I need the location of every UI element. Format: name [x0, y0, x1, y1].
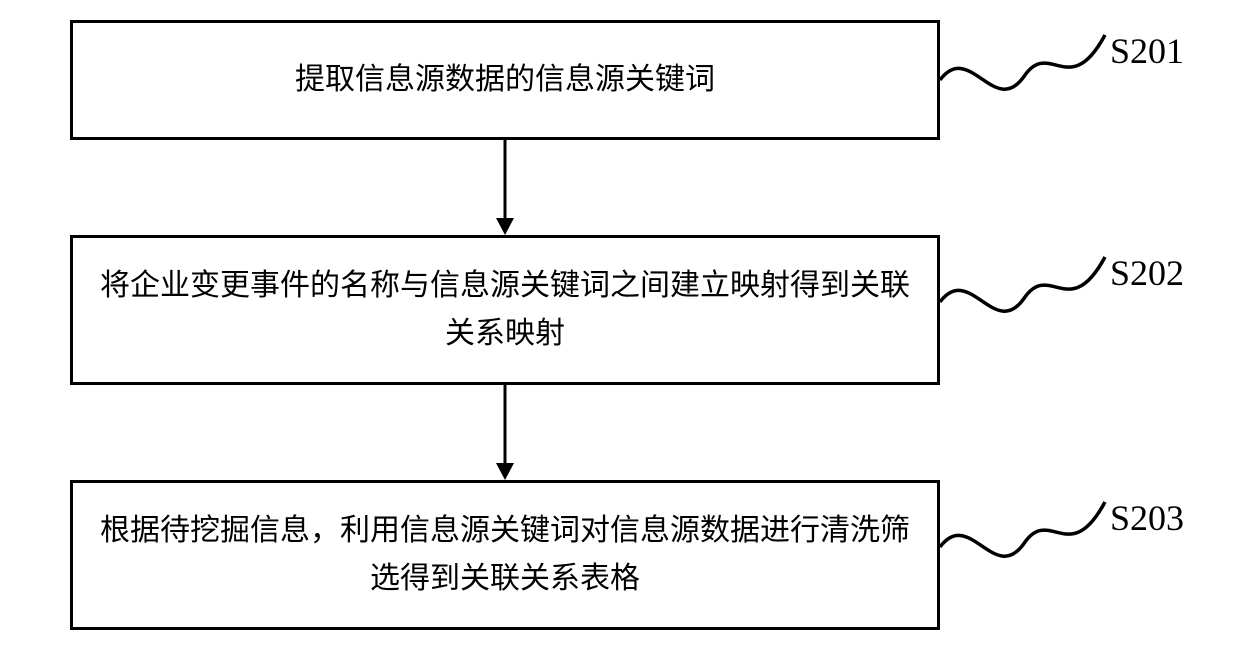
arrow-s202-s203: [490, 385, 520, 480]
flow-step-s202: 将企业变更事件的名称与信息源关键词之间建立映射得到关联关系映射: [70, 235, 940, 385]
squiggle-s203: [940, 497, 1110, 577]
step-label-s201: S201: [1110, 30, 1184, 72]
squiggle-s202: [940, 252, 1110, 332]
flow-step-s201: 提取信息源数据的信息源关键词: [70, 20, 940, 140]
step-label-s203: S203: [1110, 497, 1184, 539]
flow-step-text: 将企业变更事件的名称与信息源关键词之间建立映射得到关联关系映射: [93, 262, 917, 358]
flow-step-text: 根据待挖掘信息，利用信息源关键词对信息源数据进行清洗筛选得到关联关系表格: [93, 507, 917, 603]
squiggle-s201: [940, 30, 1110, 110]
step-label-s202: S202: [1110, 252, 1184, 294]
arrow-s201-s202: [490, 140, 520, 235]
flow-step-s203: 根据待挖掘信息，利用信息源关键词对信息源数据进行清洗筛选得到关联关系表格: [70, 480, 940, 630]
flow-step-text: 提取信息源数据的信息源关键词: [295, 56, 715, 104]
